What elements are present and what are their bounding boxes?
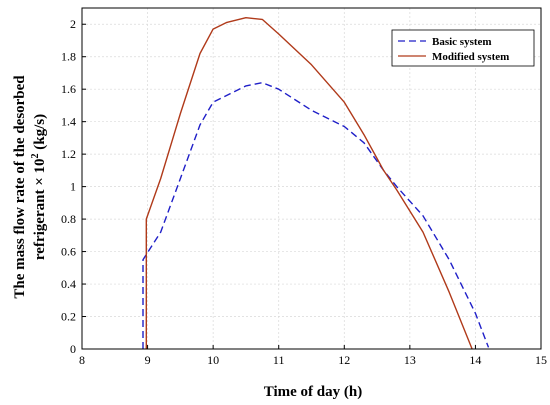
x-tick-label: 12 xyxy=(338,353,350,367)
y-axis-title-line1: The mass flow rate of the desorbed xyxy=(12,75,28,299)
y-axis-title-exponent: 2 xyxy=(30,154,41,159)
x-tick-label: 10 xyxy=(207,353,219,367)
y-axis-title-unit: (kg/s) xyxy=(32,114,48,154)
y-tick-label: 0.2 xyxy=(61,310,76,324)
y-tick-label: 1.6 xyxy=(61,82,76,96)
series-line-modified-system xyxy=(145,17,473,350)
y-tick-label: 1 xyxy=(70,180,76,194)
ticks: 8 9 10 11 12 13 14 15 0 0.2 0.4 0.6 0.8 1 1.2 1.4 1.6 1.8… xyxy=(61,17,547,367)
legend-label-basic: Basic system xyxy=(432,36,492,48)
plot-frame xyxy=(81,7,542,350)
x-tick-label: 15 xyxy=(535,353,547,367)
legend-box xyxy=(391,29,535,67)
x-tick-label: 11 xyxy=(273,353,285,367)
legend-label-modified: Modified system xyxy=(432,51,509,63)
y-tick-label: 1.4 xyxy=(61,115,76,129)
y-tick-label: 1.8 xyxy=(61,50,76,64)
y-axis-title-main: refrigerant × 10 xyxy=(32,159,48,261)
x-axis-title: Time of day (h) xyxy=(264,384,362,400)
x-tick-label: 13 xyxy=(404,353,416,367)
x-tick-label: 9 xyxy=(145,353,151,367)
x-tick-label: 14 xyxy=(469,353,481,367)
series-line-basic-system xyxy=(142,82,490,349)
y-tick-label: 1.2 xyxy=(61,147,76,161)
y-tick-label: 2 xyxy=(70,17,76,31)
y-tick-label: 0.6 xyxy=(61,245,76,259)
y-tick-label: 0 xyxy=(70,342,76,356)
series-layer xyxy=(142,17,490,350)
y-tick-label: 0.8 xyxy=(61,212,76,226)
y-axis-title-line2: refrigerant × 102 (kg/s) xyxy=(30,114,48,260)
y-tick-label: 0.4 xyxy=(61,277,76,291)
x-tick-label: 8 xyxy=(79,353,85,367)
legend: Basic system Modified system xyxy=(391,29,535,67)
